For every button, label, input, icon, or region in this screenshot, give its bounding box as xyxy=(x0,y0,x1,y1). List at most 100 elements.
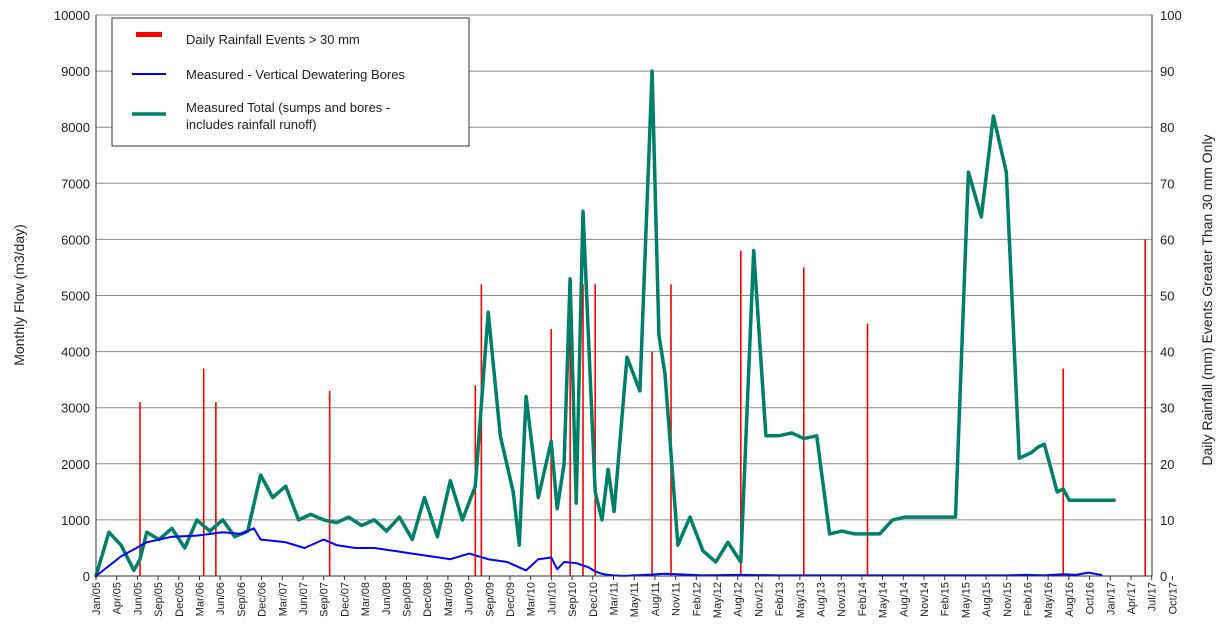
y-tick-label: 8000 xyxy=(61,120,90,135)
x-tick-label: Aug/12 xyxy=(733,582,745,617)
x-tick-label: Apr/17 xyxy=(1126,582,1138,614)
y2-tick-label: 0 xyxy=(1160,569,1167,584)
rainfall-bar xyxy=(866,323,869,576)
total-flow-line xyxy=(94,69,1116,578)
y2-tick-label: 100 xyxy=(1160,8,1182,23)
x-tick-label: Jun/08 xyxy=(381,582,393,615)
y2-tick-label: 40 xyxy=(1160,345,1174,360)
y-tick-label: 5000 xyxy=(61,289,90,304)
legend-box xyxy=(111,17,470,147)
rainfall-bar xyxy=(582,284,584,576)
rainfall-bar xyxy=(480,284,483,576)
x-tick-label: Dec/08 xyxy=(422,582,434,617)
x-tick-label: Jun/09 xyxy=(464,582,476,615)
x-tick-label: May/16 xyxy=(1043,582,1055,618)
y2-tick-label: 10 xyxy=(1160,513,1174,528)
x-tick-label: Nov/13 xyxy=(836,582,848,617)
legend-rainfall-label: Daily Rainfall Events > 30 mm xyxy=(186,32,360,47)
y2-tick-label: 80 xyxy=(1160,120,1174,135)
x-tick-label: Jan/17 xyxy=(1105,582,1117,615)
x-tick-label: Feb/13 xyxy=(774,582,786,616)
x-tick-label: Aug/16 xyxy=(1064,582,1076,617)
x-tick-label: Feb/16 xyxy=(1023,582,1035,616)
y2-tick-label: 20 xyxy=(1160,457,1174,472)
x-tick-label: Feb/12 xyxy=(691,582,703,616)
x-tick-label: May/12 xyxy=(712,582,724,618)
rainfall-bar xyxy=(594,284,596,576)
x-tick-label: Mar/06 xyxy=(195,582,207,616)
x-tick-label: Jul/17 xyxy=(1147,582,1159,611)
x-tick-label: Sep/07 xyxy=(319,582,331,617)
rainfall-bar xyxy=(328,390,331,576)
y2-tick-label: 50 xyxy=(1160,289,1174,304)
y-tick-label: 4000 xyxy=(61,345,90,360)
x-tick-label: Mar/11 xyxy=(609,582,621,615)
y-tick-label: 2000 xyxy=(61,457,90,472)
x-tick-label: Dec/10 xyxy=(588,582,600,617)
y-tick-label: 0 xyxy=(83,569,90,584)
rainfall-bar xyxy=(740,250,742,576)
x-tick-label: May/11 xyxy=(629,582,641,617)
x-tick-label: Jan/05 xyxy=(91,582,103,615)
x-tick-label: Aug/11 xyxy=(650,582,662,616)
x-tick-label: May/14 xyxy=(878,582,890,618)
rainfall-bar xyxy=(1062,368,1065,576)
legend-rainfall-swatch xyxy=(136,32,162,37)
y2-tick-label: 90 xyxy=(1160,64,1174,79)
rainfall-bar xyxy=(670,284,672,576)
y-tick-label: 6000 xyxy=(61,232,90,247)
legend-bores-label: Measured - Vertical Dewatering Bores xyxy=(186,67,405,82)
legend-total-label-line1: Measured Total (sumps and bores - xyxy=(186,100,390,115)
x-tick-label: Jun/06 xyxy=(215,582,227,615)
x-tick-label: Dec/09 xyxy=(505,582,517,617)
x-tick-label: Nov/12 xyxy=(753,582,765,617)
y-tick-label: 1000 xyxy=(61,513,90,528)
y2-tick-label: 30 xyxy=(1160,401,1174,416)
x-tick-label: Jun/07 xyxy=(298,582,310,615)
rainfall-bar xyxy=(139,402,141,576)
bores-flow-line xyxy=(95,527,1103,577)
x-tick-label: May/13 xyxy=(795,582,807,618)
rainfall-bar xyxy=(651,351,653,576)
x-tick-label: Jun/10 xyxy=(546,582,558,615)
x-tick-label: Nov/11 xyxy=(671,582,683,616)
y-tick-label: 10000 xyxy=(54,8,90,23)
x-tick-label: Mar/09 xyxy=(443,582,455,616)
x-tick-label: Aug/13 xyxy=(816,582,828,617)
x-tick-label: Jun/05 xyxy=(132,582,144,615)
x-tick-label: Mar/10 xyxy=(526,582,538,616)
legend: Daily Rainfall Events > 30 mm Measured -… xyxy=(111,17,470,147)
x-tick-label: Oct/17 xyxy=(1167,582,1179,614)
x-tick-label: Sep/10 xyxy=(567,582,579,617)
x-tick-label: Nov/15 xyxy=(1002,582,1014,617)
x-tick-label: Apr/05 xyxy=(112,582,124,614)
y-tick-label: 9000 xyxy=(61,64,90,79)
y2-axis-title: Daily Rainfall (mm) Events Greater Than … xyxy=(1199,134,1215,465)
gridlines xyxy=(96,14,1152,521)
flow-lines xyxy=(94,69,1116,578)
rainfall-bars xyxy=(139,239,1146,576)
x-tick-label: Aug/14 xyxy=(898,582,910,617)
rainfall-bar xyxy=(1144,239,1146,576)
x-tick-label: May/15 xyxy=(960,582,972,618)
rainfall-bar xyxy=(802,267,805,576)
y-tick-label: 3000 xyxy=(61,401,90,416)
y2-tick-label: 60 xyxy=(1160,232,1174,247)
rainfall-bar xyxy=(569,312,571,576)
x-tick-label: Nov/14 xyxy=(919,582,931,617)
x-tick-label: Dec/07 xyxy=(339,582,351,617)
x-tick-label: Sep/06 xyxy=(236,582,248,617)
legend-total-label-line2: includes rainfall runoff) xyxy=(186,117,317,132)
y-tick-label: 7000 xyxy=(61,176,90,191)
x-tick-label: Feb/15 xyxy=(940,582,952,616)
y-axis-title: Monthly Flow (m3/day) xyxy=(11,224,27,366)
x-tick-label: Feb/14 xyxy=(857,582,869,616)
x-tick-label: Mar/07 xyxy=(277,582,289,616)
x-tick-label: Dec/05 xyxy=(174,582,186,617)
y2-tick-label: 70 xyxy=(1160,176,1174,191)
axes: 0100020003000400050006000700080009000100… xyxy=(54,8,1182,618)
x-tick-label: Oct/16 xyxy=(1085,582,1097,614)
x-tick-label: Sep/08 xyxy=(402,582,414,617)
